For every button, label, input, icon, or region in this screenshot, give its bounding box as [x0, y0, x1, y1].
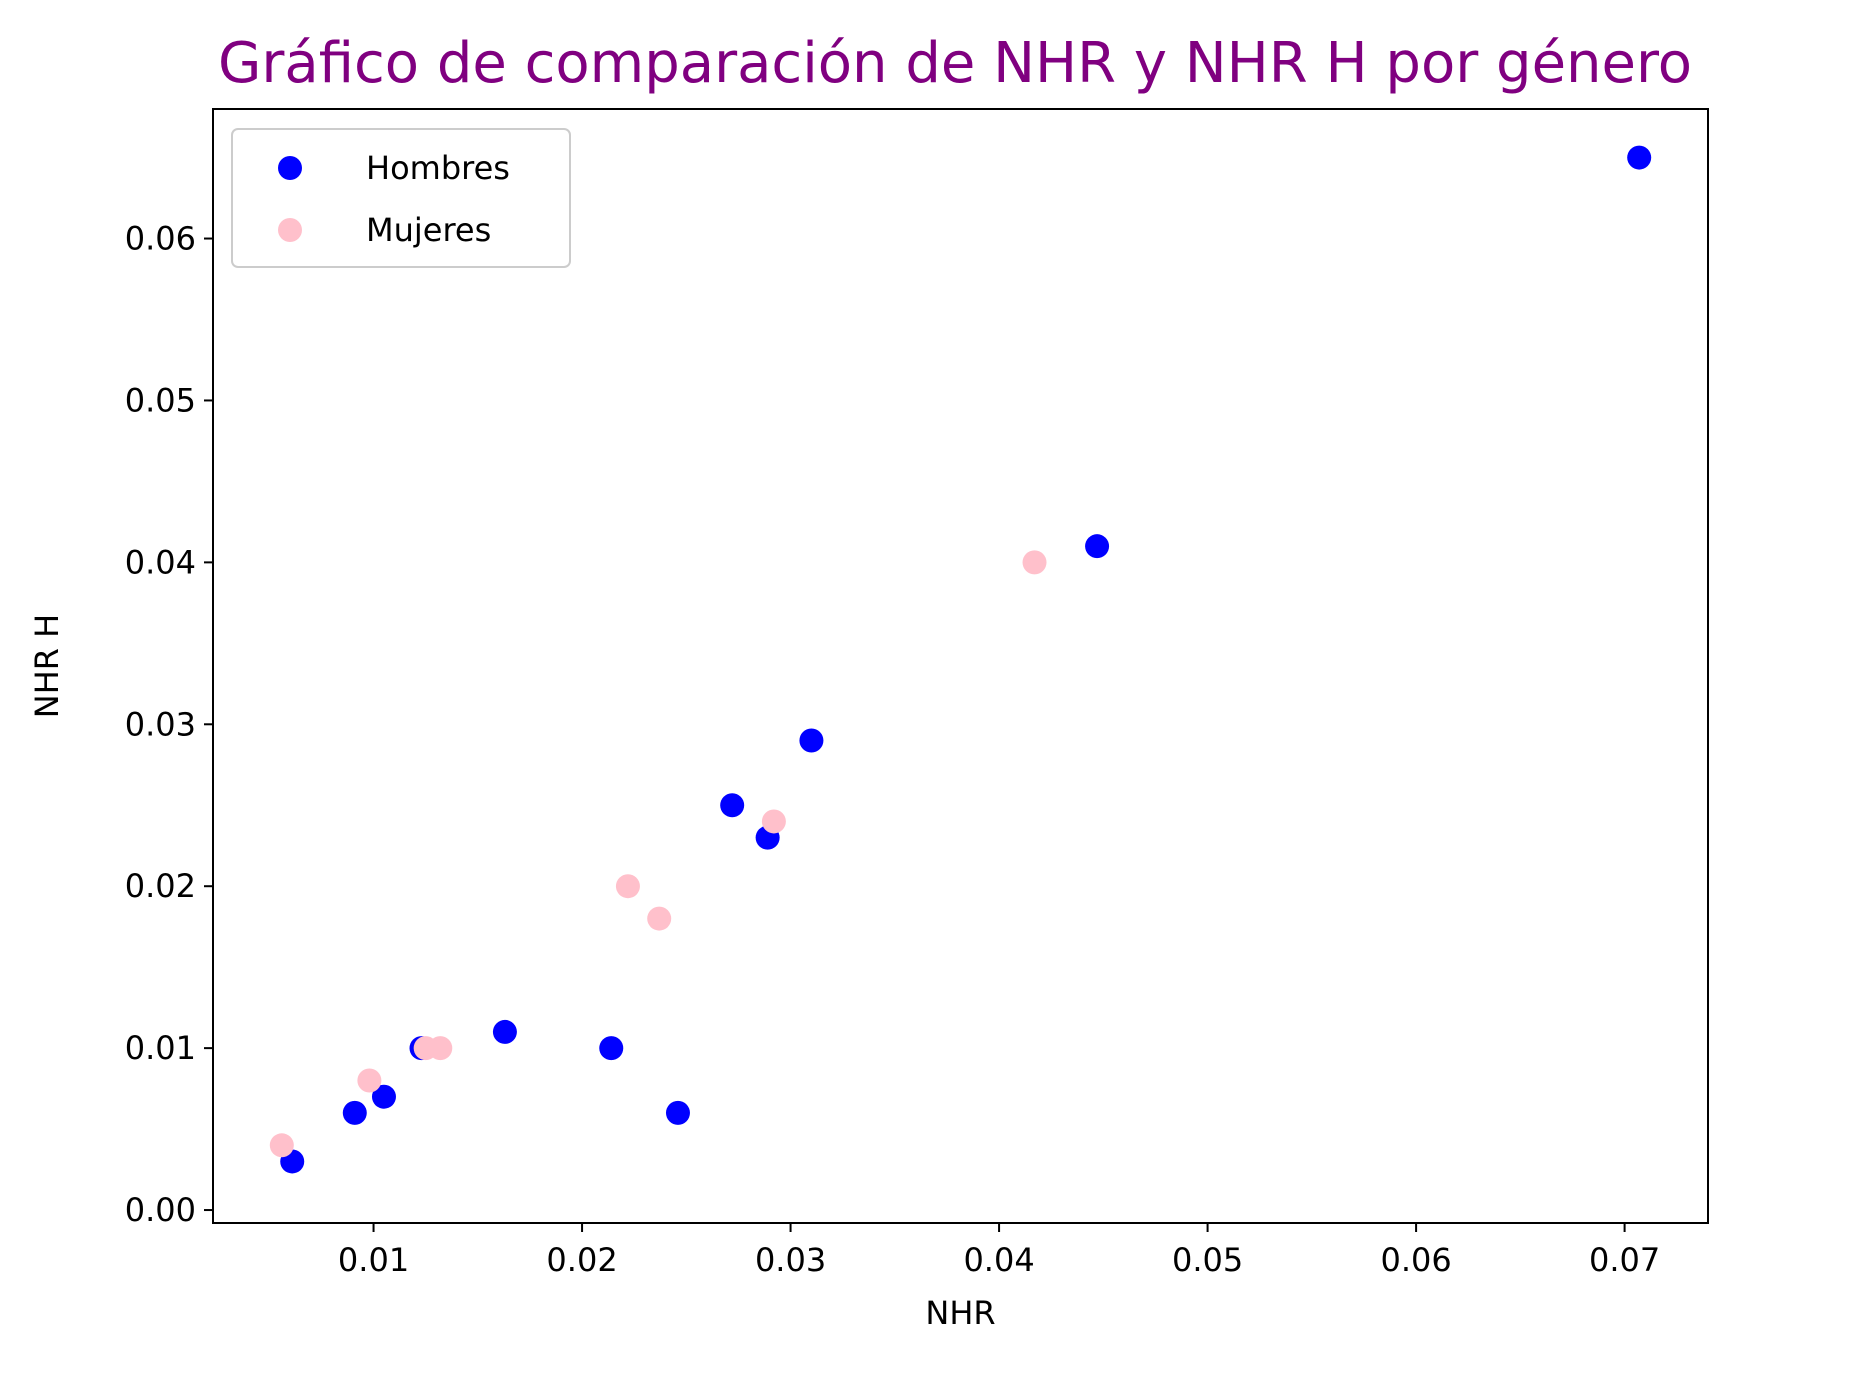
- data-point-mujeres: [269, 1133, 294, 1158]
- y-tick-label: 0.00: [125, 1191, 196, 1229]
- data-point-hombres: [599, 1036, 624, 1061]
- y-tick-label: 0.01: [125, 1029, 196, 1067]
- x-tick-label: 0.01: [338, 1241, 409, 1279]
- legend-marker-mujeres: [278, 218, 302, 242]
- data-point-hombres: [1085, 534, 1110, 559]
- legend: Hombres Mujeres: [231, 128, 571, 268]
- data-points: [269, 145, 1652, 1174]
- y-axis-ticks: 0.00 0.01 0.02 0.03 0.04 0.05 0.06: [125, 220, 213, 1229]
- data-point-mujeres: [647, 906, 672, 931]
- data-point-hombres: [492, 1019, 517, 1044]
- x-axis-ticks: 0.01 0.02 0.03 0.04 0.05 0.06 0.07: [338, 1223, 1660, 1279]
- plot-area: [212, 108, 1709, 1224]
- x-tick-label: 0.04: [963, 1241, 1034, 1279]
- data-point-hombres: [371, 1084, 396, 1109]
- data-point-hombres: [720, 793, 745, 818]
- data-point-mujeres: [357, 1068, 382, 1093]
- x-tick-label: 0.07: [1589, 1241, 1660, 1279]
- data-point-hombres: [665, 1100, 690, 1125]
- data-point-mujeres: [1022, 550, 1047, 575]
- data-point-hombres: [799, 728, 824, 753]
- y-tick-label: 0.03: [125, 705, 196, 743]
- chart-title: Gráfico de comparación de NHR y NHR H po…: [218, 31, 1692, 96]
- data-point-hombres: [1627, 145, 1652, 170]
- y-tick-label: 0.04: [125, 543, 196, 581]
- legend-frame: [231, 128, 571, 268]
- y-tick-label: 0.02: [125, 867, 196, 905]
- legend-label-mujeres: Mujeres: [366, 211, 491, 249]
- y-tick-label: 0.06: [125, 220, 196, 258]
- x-tick-label: 0.03: [755, 1241, 826, 1279]
- legend-marker-hombres: [278, 156, 302, 180]
- data-point-mujeres: [761, 809, 786, 834]
- x-axis-label: NHR: [925, 1294, 995, 1332]
- legend-label-hombres: Hombres: [366, 149, 510, 187]
- data-point-hombres: [342, 1100, 367, 1125]
- y-axis-label: NHR H: [28, 614, 66, 718]
- data-point-mujeres: [428, 1036, 453, 1061]
- x-tick-label: 0.06: [1380, 1241, 1451, 1279]
- x-tick-label: 0.02: [546, 1241, 617, 1279]
- x-tick-label: 0.05: [1172, 1241, 1243, 1279]
- data-point-mujeres: [615, 874, 640, 899]
- y-tick-label: 0.05: [125, 381, 196, 419]
